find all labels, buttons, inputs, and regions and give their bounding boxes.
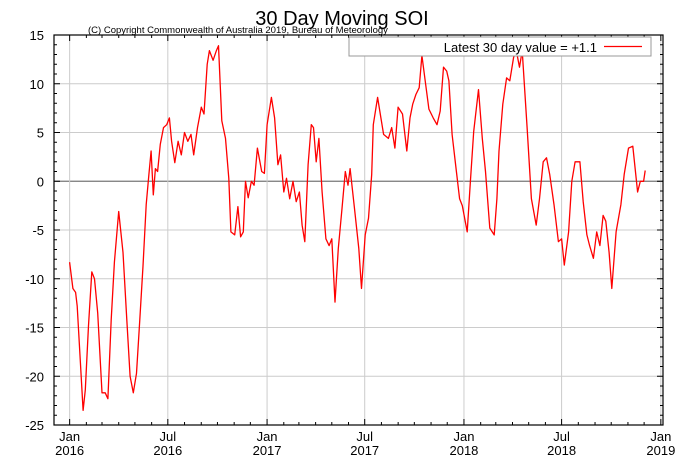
- legend: Latest 30 day value = +1.1: [348, 36, 652, 57]
- x-tick-label-month: Jul: [553, 429, 570, 444]
- plot-frame: [53, 34, 664, 426]
- y-tick-label: 0: [37, 174, 44, 189]
- axis-ticks: [54, 34, 663, 426]
- y-tick-label: -15: [25, 321, 44, 336]
- x-tick-label-month: Jan: [453, 429, 474, 444]
- x-tick-label-year: 2016: [55, 443, 84, 457]
- x-tick-label-month: Jul: [160, 429, 177, 444]
- x-tick-label-year: 2019: [646, 443, 675, 457]
- x-tick-label-month: Jul: [356, 429, 373, 444]
- y-axis-labels: 15 10 5 0 -5 -10 -15 -20 -25: [25, 28, 44, 433]
- x-axis-labels: Jan2016Jul2016Jan2017Jul2017Jan2018Jul20…: [55, 429, 675, 458]
- legend-label: Latest 30 day value = +1.1: [444, 40, 597, 55]
- x-tick-label-year: 2018: [547, 443, 576, 457]
- x-tick-label-year: 2016: [153, 443, 182, 457]
- y-tick-label: -5: [32, 223, 44, 238]
- x-tick-label-month: Jan: [257, 429, 278, 444]
- x-tick-label-year: 2017: [350, 443, 379, 457]
- x-tick-label-month: Jan: [59, 429, 80, 444]
- y-tick-label: -20: [25, 369, 44, 384]
- x-tick-label-month: Jan: [650, 429, 671, 444]
- legend-box: [348, 36, 652, 57]
- y-tick-label: -25: [25, 418, 44, 433]
- chart-title: 30 Day Moving SOI: [255, 8, 428, 30]
- y-tick-label: 5: [37, 126, 44, 141]
- y-tick-label: 15: [30, 28, 44, 43]
- x-tick-label-year: 2017: [253, 443, 282, 457]
- chart-subtitle: (C) Copyright Commonwealth of Australia …: [88, 25, 388, 36]
- y-tick-label: 10: [30, 77, 44, 92]
- soi-series-line: [68, 45, 646, 412]
- x-tick-label-year: 2018: [449, 443, 478, 457]
- y-tick-label: -10: [25, 272, 44, 287]
